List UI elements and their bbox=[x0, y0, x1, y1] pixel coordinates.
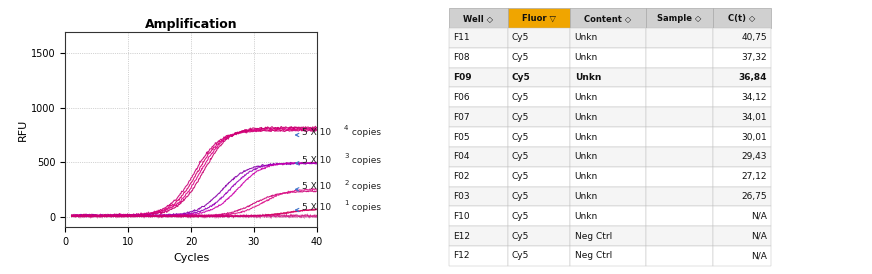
Text: Unkn: Unkn bbox=[575, 152, 598, 161]
Text: 5 X 10: 5 X 10 bbox=[303, 203, 331, 212]
Title: Amplification: Amplification bbox=[145, 18, 237, 30]
Text: 34,12: 34,12 bbox=[741, 93, 767, 102]
Text: Content ◇: Content ◇ bbox=[584, 14, 631, 23]
Text: E12: E12 bbox=[453, 232, 470, 241]
Text: Cy5: Cy5 bbox=[512, 232, 529, 241]
Text: C(t) ◇: C(t) ◇ bbox=[728, 14, 756, 23]
Text: F05: F05 bbox=[453, 133, 470, 141]
Text: F09: F09 bbox=[453, 73, 472, 82]
Text: Cy5: Cy5 bbox=[512, 133, 529, 141]
Text: copies: copies bbox=[350, 182, 381, 191]
Text: Cy5: Cy5 bbox=[512, 53, 529, 62]
Text: 27,12: 27,12 bbox=[741, 172, 767, 181]
Text: Sample ◇: Sample ◇ bbox=[657, 14, 701, 23]
Text: 40,75: 40,75 bbox=[741, 33, 767, 42]
Y-axis label: RFU: RFU bbox=[18, 118, 28, 141]
Text: F08: F08 bbox=[453, 53, 470, 62]
Text: F11: F11 bbox=[453, 33, 470, 42]
Text: Cy5: Cy5 bbox=[512, 212, 529, 221]
Text: 30,01: 30,01 bbox=[741, 133, 767, 141]
Text: 2: 2 bbox=[344, 179, 349, 185]
Text: Cy5: Cy5 bbox=[512, 33, 529, 42]
Text: Unkn: Unkn bbox=[575, 73, 601, 82]
Text: Cy5: Cy5 bbox=[512, 73, 531, 82]
Text: Cy5: Cy5 bbox=[512, 93, 529, 102]
Text: copies: copies bbox=[350, 156, 381, 165]
Text: Unkn: Unkn bbox=[575, 133, 598, 141]
Text: Unkn: Unkn bbox=[575, 93, 598, 102]
Text: 26,75: 26,75 bbox=[741, 192, 767, 201]
Text: Fluor ▽: Fluor ▽ bbox=[522, 14, 556, 23]
Text: Well ◇: Well ◇ bbox=[463, 14, 494, 23]
Text: Unkn: Unkn bbox=[575, 192, 598, 201]
Text: Unkn: Unkn bbox=[575, 212, 598, 221]
Text: F12: F12 bbox=[453, 251, 470, 260]
Text: F02: F02 bbox=[453, 172, 470, 181]
Text: 36,84: 36,84 bbox=[739, 73, 767, 82]
Text: Cy5: Cy5 bbox=[512, 152, 529, 161]
Text: F03: F03 bbox=[453, 192, 470, 201]
Text: Cy5: Cy5 bbox=[512, 251, 529, 260]
Text: 1: 1 bbox=[344, 200, 349, 206]
Text: Cy5: Cy5 bbox=[512, 192, 529, 201]
Text: 34,01: 34,01 bbox=[741, 113, 767, 122]
Text: Unkn: Unkn bbox=[575, 172, 598, 181]
Text: copies: copies bbox=[350, 203, 381, 212]
Text: F06: F06 bbox=[453, 93, 470, 102]
Text: Unkn: Unkn bbox=[575, 33, 598, 42]
Text: Neg Ctrl: Neg Ctrl bbox=[575, 251, 612, 260]
Text: 5 X 10: 5 X 10 bbox=[303, 182, 331, 191]
Text: F07: F07 bbox=[453, 113, 470, 122]
Text: 4: 4 bbox=[344, 125, 349, 131]
Text: 37,32: 37,32 bbox=[741, 53, 767, 62]
Text: N/A: N/A bbox=[751, 232, 767, 241]
X-axis label: Cycles: Cycles bbox=[173, 253, 209, 263]
Text: Unkn: Unkn bbox=[575, 53, 598, 62]
Text: 29,43: 29,43 bbox=[741, 152, 767, 161]
Text: Cy5: Cy5 bbox=[512, 113, 529, 122]
Text: N/A: N/A bbox=[751, 212, 767, 221]
Text: 5 X 10: 5 X 10 bbox=[303, 156, 331, 165]
Text: N/A: N/A bbox=[751, 251, 767, 260]
Text: 5 X 10: 5 X 10 bbox=[303, 128, 331, 137]
Text: Neg Ctrl: Neg Ctrl bbox=[575, 232, 612, 241]
Text: F04: F04 bbox=[453, 152, 470, 161]
Text: F10: F10 bbox=[453, 212, 470, 221]
Text: Unkn: Unkn bbox=[575, 113, 598, 122]
Text: Cy5: Cy5 bbox=[512, 172, 529, 181]
Text: copies: copies bbox=[350, 128, 381, 137]
Text: 3: 3 bbox=[344, 153, 349, 159]
